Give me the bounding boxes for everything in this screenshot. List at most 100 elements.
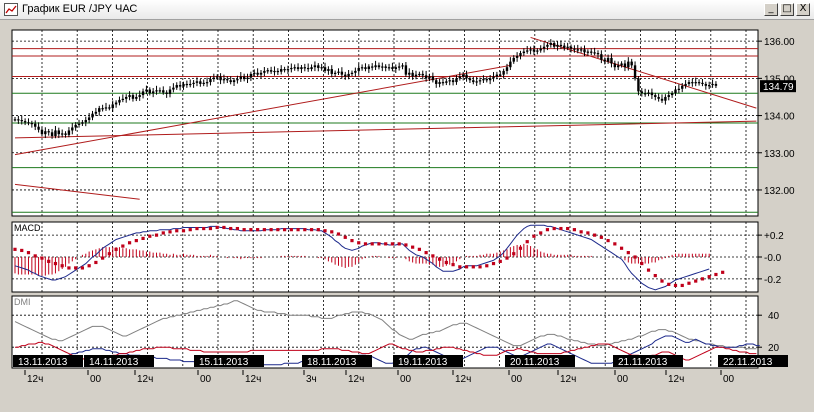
candle-body (354, 70, 357, 73)
chart-area[interactable]: 132.00 133.00 134.00 135.00 136.00 134.79 +0.… (0, 20, 814, 412)
macd-signal-point (471, 265, 475, 269)
candle-body (384, 66, 387, 68)
macd-signal-point (323, 229, 327, 233)
candle-body (408, 72, 411, 75)
candle-body (162, 90, 165, 93)
candle-body (202, 82, 205, 85)
candle-body (529, 49, 532, 51)
macd-signal-point (458, 265, 462, 269)
candle-body (141, 91, 145, 96)
candle-body (148, 89, 151, 94)
candle-body (600, 54, 603, 60)
candle-body (215, 76, 219, 78)
price-y-tick-label: 132.00 (764, 186, 795, 197)
macd-signal-point (303, 228, 307, 232)
candle-body (17, 119, 20, 121)
macd-signal-point (411, 245, 415, 249)
macd-signal-point (438, 257, 442, 261)
candle-body (468, 78, 472, 81)
candle-body (87, 117, 91, 121)
macd-signal-point (20, 248, 24, 253)
hour-label: 00 (723, 374, 735, 385)
candle-body (687, 82, 691, 84)
title-bar[interactable]: График EUR /JPY ЧАС _ □ X (0, 0, 814, 20)
macd-signal-point (505, 256, 509, 260)
hour-label: 12ч (348, 374, 364, 385)
window-title: График EUR /JPY ЧАС (22, 3, 138, 15)
macd-signal-point (195, 226, 199, 231)
date-label: 20.11.2013 (510, 357, 560, 368)
candle-body (549, 43, 553, 45)
candle-body (495, 74, 499, 77)
date-label: 14.11.2013 (89, 357, 139, 368)
candle-body (596, 53, 600, 55)
macd-signal-point (363, 242, 368, 246)
candle-body (590, 51, 593, 53)
candle-body (293, 67, 296, 69)
candle-body (546, 44, 549, 47)
candle-body (606, 57, 610, 62)
candle-body (226, 79, 229, 81)
candle-body (647, 92, 650, 94)
candle-body (681, 85, 684, 89)
candle-body (98, 108, 101, 112)
candle-body (499, 74, 502, 76)
macd-title: MACD (14, 223, 41, 233)
candle-body (340, 71, 344, 75)
candle-body (266, 70, 269, 72)
candle-body (158, 90, 162, 92)
candle-body (691, 82, 694, 84)
macd-signal-point (269, 228, 273, 232)
candle-body (397, 66, 401, 68)
macd-signal-point (667, 282, 671, 286)
candle-body (509, 61, 512, 68)
candle-body (660, 98, 664, 101)
candle-body (684, 83, 687, 86)
dmi-y-tick-label: 20 (768, 343, 780, 354)
trend-line (14, 64, 511, 156)
date-label-box (13, 355, 83, 367)
candle-body (566, 46, 569, 48)
macd-signal-point (289, 228, 293, 232)
price-y-tick-label: 133.00 (764, 149, 795, 160)
candle-body (657, 96, 660, 99)
macd-signal-point (700, 277, 705, 281)
macd-signal-point (512, 252, 516, 256)
candle-body (60, 133, 64, 135)
candle-body (44, 131, 47, 135)
candle-body (526, 50, 529, 52)
macd-signal-point (714, 272, 718, 277)
minimize-button[interactable]: _ (764, 3, 778, 16)
candle-body (367, 66, 371, 70)
macd-signal-point (478, 265, 482, 269)
candle-body (559, 44, 563, 47)
candle-body (664, 96, 667, 101)
hour-label: 12ч (245, 374, 261, 385)
macd-signal-point (357, 241, 361, 245)
macd-signal-point (13, 247, 17, 251)
macd-signal-point (485, 264, 489, 268)
candle-body (371, 66, 374, 68)
macd-panel[interactable]: +0.2 -0.0 -0.2 MACD (11, 221, 784, 293)
date-label: 15.11.2013 (199, 357, 249, 368)
candle-body (344, 74, 347, 77)
candle-body (27, 122, 30, 124)
macd-signal-point (424, 251, 428, 255)
price-panel[interactable]: 132.00 133.00 134.00 135.00 136.00 134.79 (11, 29, 796, 217)
macd-y-tick-label: -0.0 (764, 253, 782, 264)
candle-body (185, 83, 189, 86)
macd-signal-point (154, 233, 159, 237)
candle-body (441, 82, 445, 84)
close-button[interactable]: X (796, 3, 810, 16)
candle-body (630, 61, 633, 66)
candle-body (650, 92, 654, 96)
macd-signal-point (707, 275, 711, 279)
macd-signal-point (282, 228, 287, 232)
maximize-button[interactable]: □ (780, 3, 794, 16)
candle-body (586, 51, 590, 53)
candle-body (40, 129, 44, 135)
macd-signal-point (249, 228, 253, 232)
candle-body (569, 46, 573, 49)
candle-body (219, 76, 222, 81)
date-label-box (194, 355, 264, 367)
